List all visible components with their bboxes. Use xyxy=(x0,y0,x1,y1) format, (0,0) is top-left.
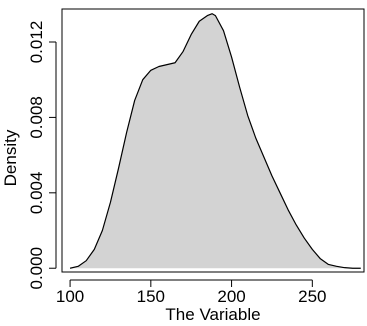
y-axis-title: Density xyxy=(1,129,20,186)
x-tick-label-100: 100 xyxy=(56,287,84,306)
density-area-fill xyxy=(70,13,361,269)
x-axis-title: The Variable xyxy=(165,305,260,324)
y-tick-label-0: 0.000 xyxy=(27,247,46,290)
plot-frame xyxy=(61,8,365,273)
y-tick-label-1: 0.004 xyxy=(27,172,46,215)
density-curve xyxy=(69,13,361,269)
axes: 100 150 200 250 0.000 0.004 0.008 0.012 xyxy=(27,8,365,306)
y-tick-label-3: 0.012 xyxy=(27,21,46,64)
y-tick-label-2: 0.008 xyxy=(27,96,46,139)
plot-area xyxy=(69,13,361,269)
x-tick-label-200: 200 xyxy=(217,287,245,306)
x-tick-label-150: 150 xyxy=(137,287,165,306)
x-tick-label-250: 250 xyxy=(298,287,326,306)
